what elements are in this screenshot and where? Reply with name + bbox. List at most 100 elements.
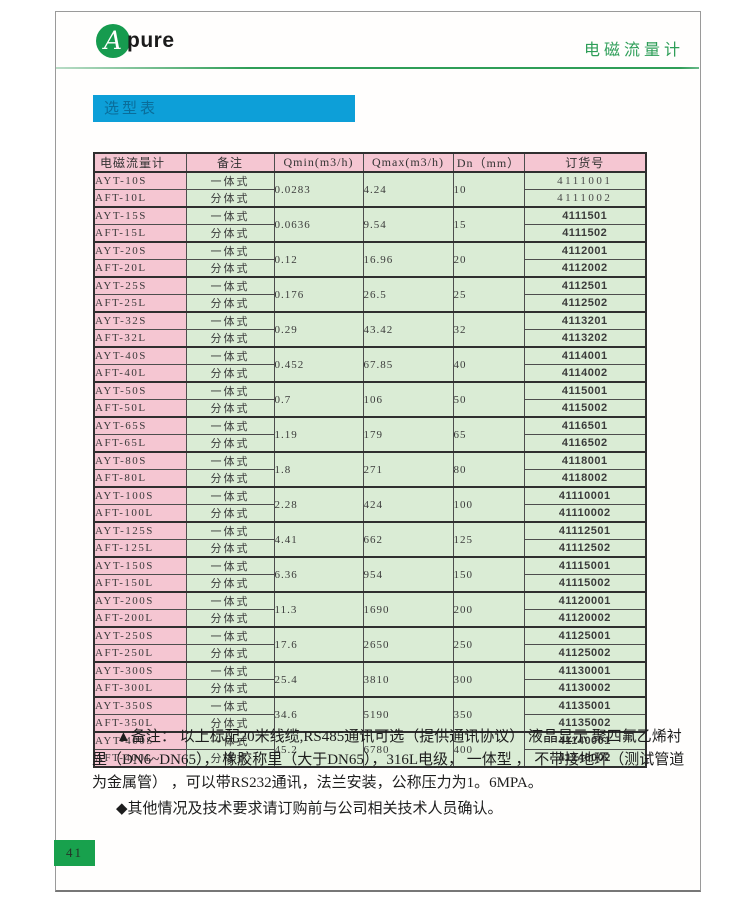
order-number-cell: 41140002 (523, 749, 647, 768)
model-cell: AYT-20S (93, 241, 187, 260)
remark-cell: 一体式 (185, 416, 275, 435)
qmax-cell: 179 (362, 416, 454, 453)
note-other: ◆其他情况及技术要求请订购前与公司相关技术人员确认。 (116, 801, 503, 817)
model-cell: AFT-65L (93, 434, 187, 453)
order-number-cell: 41125001 (523, 626, 647, 645)
qmin-cell: 0.176 (273, 276, 364, 313)
table-row: AFT-150L 分体式 41115002 (93, 574, 647, 593)
qmax-cell: 6780 (362, 731, 454, 768)
model-cell: AFT-50L (93, 399, 187, 418)
order-number-cell: 4111001 (523, 171, 647, 190)
brand-logo-text: pure (127, 29, 175, 52)
remark-cell: 一体式 (185, 521, 275, 540)
column-header-order-no: 订货号 (523, 152, 647, 173)
qmax-cell: 4.24 (362, 171, 454, 208)
model-cell: AFT-200L (93, 609, 187, 628)
remark-cell: 一体式 (185, 346, 275, 365)
note-remark-line: 为金属管） ，可以带RS232通讯，法兰安装，公称压力为1。6MPA。 (92, 775, 543, 791)
remark-cell: 一体式 (185, 626, 275, 645)
remark-cell: 一体式 (185, 276, 275, 295)
remark-cell: 分体式 (185, 189, 275, 208)
order-number-cell: 41110001 (523, 486, 647, 505)
table-row: AFT-65L 分体式 4116502 (93, 434, 647, 453)
remark-cell: 分体式 (185, 329, 275, 348)
qmin-cell: 1.8 (273, 451, 364, 488)
dn-cell: 10 (452, 171, 525, 208)
header-category-title: 电磁流量计 (583, 42, 684, 59)
order-number-cell: 4116502 (523, 434, 647, 453)
model-cell: AFT-40L (93, 364, 187, 383)
brand-logo: A pure (96, 24, 175, 58)
section-banner-title: 选型表 (104, 101, 159, 117)
remark-cell: 分体式 (185, 749, 275, 768)
model-cell: AYT-250S (93, 626, 187, 645)
note-remark: ▲备注： 以上标配20米线缆,RS485通讯可选（提供通讯协议） 液晶显示 聚四… (92, 726, 685, 795)
qmin-cell: 34.6 (273, 696, 364, 733)
model-cell: AFT-25L (93, 294, 187, 313)
remark-cell: 分体式 (185, 434, 275, 453)
dn-cell: 20 (452, 241, 525, 278)
table-row: AFT-400L 分体式 41140002 (93, 749, 647, 768)
dn-cell: 150 (452, 556, 525, 593)
qmax-cell: 1690 (362, 591, 454, 628)
remark-cell: 分体式 (185, 259, 275, 278)
qmax-cell: 662 (362, 521, 454, 558)
table-row: AYT-15S 一体式 0.0636 9.54 15 4111501 (93, 206, 647, 243)
order-number-cell: 41130002 (523, 679, 647, 698)
model-cell: AFT-20L (93, 259, 187, 278)
order-number-cell: 4111502 (523, 224, 647, 243)
remark-cell: 分体式 (185, 539, 275, 558)
model-cell: AYT-10S (93, 171, 187, 190)
model-cell: AFT-15L (93, 224, 187, 243)
order-number-cell: 41112502 (523, 539, 647, 558)
table-row: AFT-32L 分体式 4113202 (93, 329, 647, 348)
table-row: AYT-40S 一体式 0.452 67.85 40 4114001 (93, 346, 647, 383)
table-row: AYT-32S 一体式 0.29 43.42 32 4113201 (93, 311, 647, 348)
model-cell: AYT-150S (93, 556, 187, 575)
qmin-cell: 11.3 (273, 591, 364, 628)
table-row: AFT-200L 分体式 41120002 (93, 609, 647, 628)
remark-cell: 分体式 (185, 224, 275, 243)
remark-cell: 分体式 (185, 399, 275, 418)
qmin-cell: 0.0636 (273, 206, 364, 243)
qmax-cell: 424 (362, 486, 454, 523)
order-number-cell: 4112502 (523, 294, 647, 313)
brand-logo-icon: A (96, 24, 130, 58)
table-row: AYT-350S 一体式 34.6 5190 350 41135001 (93, 696, 647, 733)
table-row: AFT-80L 分体式 4118002 (93, 469, 647, 488)
qmin-cell: 1.19 (273, 416, 364, 453)
order-number-cell: 41115002 (523, 574, 647, 593)
dn-cell: 350 (452, 696, 525, 733)
qmax-cell: 43.42 (362, 311, 454, 348)
qmin-cell: 45.2 (273, 731, 364, 768)
table-row: AFT-125L 分体式 41112502 (93, 539, 647, 558)
order-number-cell: 4118001 (523, 451, 647, 470)
remark-cell: 一体式 (185, 241, 275, 260)
table-row: AYT-200S 一体式 11.3 1690 200 41120001 (93, 591, 647, 628)
model-cell: AFT-125L (93, 539, 187, 558)
qmin-cell: 25.4 (273, 661, 364, 698)
column-header-model: 电磁流量计 (93, 152, 187, 173)
table-row: AYT-80S 一体式 1.8 271 80 4118001 (93, 451, 647, 488)
model-cell: AYT-65S (93, 416, 187, 435)
model-cell: AFT-250L (93, 644, 187, 663)
table-row: AYT-250S 一体式 17.6 2650 250 41125001 (93, 626, 647, 663)
order-number-cell: 4118002 (523, 469, 647, 488)
note-remark-line: 里（DN6~DN65）， 橡胶称里（大于DN65），316L电级， 一体型 ， … (92, 752, 685, 768)
model-cell: AYT-40S (93, 346, 187, 365)
remark-cell: 一体式 (185, 311, 275, 330)
qmin-cell: 0.12 (273, 241, 364, 278)
table-row: AFT-40L 分体式 4114002 (93, 364, 647, 383)
dn-cell: 200 (452, 591, 525, 628)
order-number-cell: 41125002 (523, 644, 647, 663)
table-row: AFT-15L 分体式 4111502 (93, 224, 647, 243)
dn-cell: 65 (452, 416, 525, 453)
column-header-remark: 备注 (185, 152, 275, 173)
table-row: AYT-20S 一体式 0.12 16.96 20 4112001 (93, 241, 647, 278)
qmax-cell: 2650 (362, 626, 454, 663)
model-cell: AYT-32S (93, 311, 187, 330)
order-number-cell: 4113202 (523, 329, 647, 348)
order-number-cell: 41135002 (523, 714, 647, 733)
dn-cell: 32 (452, 311, 525, 348)
remark-cell: 一体式 (185, 206, 275, 225)
